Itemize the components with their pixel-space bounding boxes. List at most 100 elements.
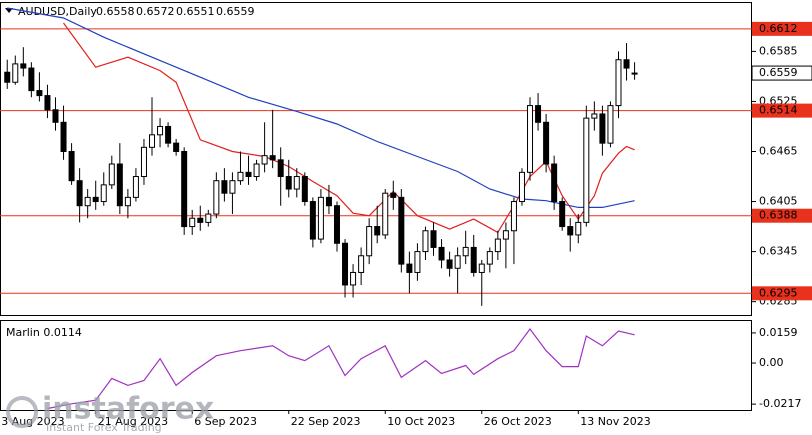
symbol-title: AUDUSD,Daily	[18, 5, 97, 18]
indicator-line	[7, 7, 635, 208]
candle-body	[132, 176, 139, 198]
candle-body	[486, 251, 493, 265]
candle-body	[358, 255, 365, 273]
candle-body	[470, 246, 477, 273]
candle-body	[52, 109, 59, 123]
candle-body	[4, 71, 11, 83]
candle-body	[527, 105, 534, 173]
candle-body	[36, 90, 43, 97]
candle-body	[108, 163, 115, 186]
candle-body	[60, 121, 67, 152]
candle-body	[205, 213, 212, 223]
candle-body	[518, 171, 525, 203]
candle-body	[309, 201, 316, 240]
candle-body	[623, 59, 630, 69]
candle-body	[221, 180, 228, 194]
ohlc-value: 0.6572	[136, 5, 175, 18]
pane-frame	[0, 320, 752, 411]
y-tick-label: 0.6585	[759, 44, 798, 57]
watermark-logo	[6, 396, 38, 428]
price-label: 0.6559	[759, 66, 798, 79]
candle-body	[173, 142, 180, 152]
candle-body	[277, 159, 284, 178]
candle-body	[301, 176, 308, 203]
candle-body	[140, 146, 147, 178]
y-tick-label: 0.0159	[759, 326, 798, 339]
level-box	[752, 286, 812, 301]
y-tick-label: 0.6345	[759, 245, 798, 258]
candle-body	[615, 59, 622, 107]
ohlc-value: 0.6559	[216, 5, 255, 18]
candle-body	[245, 171, 252, 178]
ohlc-value: 0.6551	[176, 5, 215, 18]
y-tick-label: 0.00	[759, 356, 784, 369]
candle-body	[599, 113, 606, 144]
candle-body	[543, 121, 550, 165]
level-label: 0.6612	[759, 22, 798, 35]
candle-body	[366, 226, 373, 257]
candle-body	[583, 117, 590, 223]
candle-body	[535, 105, 542, 123]
main-frame	[0, 2, 752, 316]
level-box	[752, 208, 812, 223]
level-label: 0.6295	[759, 286, 798, 299]
candle-body	[76, 180, 83, 207]
candle-body	[575, 221, 582, 236]
x-tick-label: 22 Sep 2023	[291, 415, 361, 428]
candle-body	[454, 255, 461, 269]
candle-body	[149, 134, 156, 148]
candle-body	[438, 246, 445, 261]
candle-body	[285, 176, 292, 190]
candle-body	[374, 226, 381, 236]
candle-body	[607, 105, 614, 144]
y-tick-label: -0.0217	[759, 397, 801, 410]
x-tick-label: 10 Oct 2023	[387, 415, 455, 428]
candle-body	[181, 150, 188, 228]
indicator-title: Marlin 0.0114	[6, 326, 82, 339]
ohlc-value: 0.6558	[96, 5, 135, 18]
candle-body	[44, 95, 51, 111]
x-tick-label: 6 Sep 2023	[194, 415, 257, 428]
y-tick-label: 0.6465	[759, 144, 798, 157]
candle-body	[229, 180, 236, 194]
candle-body	[446, 259, 453, 269]
candle-body	[462, 246, 469, 257]
y-tick-label: 0.6405	[759, 195, 798, 208]
x-tick-label: 26 Oct 2023	[484, 415, 552, 428]
candle-body	[551, 163, 558, 203]
price-box	[751, 65, 812, 81]
x-tick-label: 21 Aug 2023	[98, 415, 168, 428]
candle-body	[567, 226, 574, 236]
candle-body	[342, 242, 349, 286]
candle-body	[293, 176, 300, 190]
candle-body	[406, 263, 413, 273]
candle-body	[591, 113, 598, 119]
level-box	[752, 21, 812, 36]
candle-body	[12, 63, 19, 83]
candle-body	[213, 180, 220, 215]
candle-body	[559, 201, 566, 228]
candle-body	[28, 67, 35, 92]
candle-body	[430, 230, 437, 248]
candle-body	[422, 230, 429, 253]
candle-body	[398, 196, 405, 265]
candle-body	[478, 263, 485, 273]
candle-body	[20, 63, 27, 69]
candle-body	[325, 196, 332, 207]
candle-body	[494, 238, 501, 253]
candle-body	[269, 155, 276, 161]
watermark-brand: instaforex	[42, 392, 214, 427]
candle-body	[631, 72, 638, 75]
level-label: 0.6514	[759, 104, 798, 117]
level-label: 0.6388	[759, 209, 798, 222]
candle-body	[92, 196, 99, 203]
watermark-tagline: Instant Forex Trading	[46, 421, 162, 434]
candle-body	[502, 230, 509, 240]
candle-body	[382, 192, 389, 236]
candle-body	[84, 196, 91, 207]
candle-body	[317, 196, 324, 240]
x-tick-label: 13 Nov 2023	[580, 415, 650, 428]
candle-body	[124, 196, 131, 207]
